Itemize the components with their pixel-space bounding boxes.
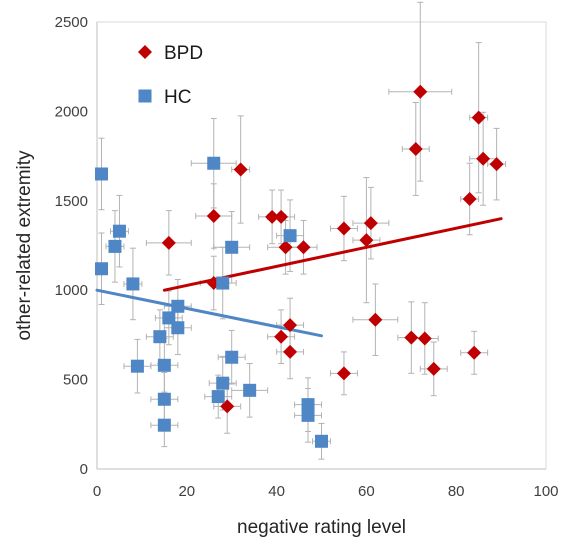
hc-point bbox=[211, 390, 225, 404]
hc-point bbox=[301, 408, 315, 422]
bpd-point bbox=[467, 345, 482, 360]
bpd-point bbox=[283, 318, 298, 333]
hc-point bbox=[216, 376, 230, 390]
hc-point bbox=[207, 156, 221, 170]
y-tick-label: 2500 bbox=[55, 14, 88, 31]
y-axis-label: other-related extremity bbox=[14, 150, 35, 341]
y-tick-label: 2000 bbox=[55, 103, 88, 120]
hc-point bbox=[112, 224, 126, 238]
bpd-point bbox=[426, 361, 441, 376]
hc-point bbox=[243, 383, 257, 397]
hc-point bbox=[216, 276, 230, 290]
y-axis-ticks: 0 500 1000 1500 2000 2500 bbox=[55, 14, 88, 478]
bpd-point bbox=[417, 331, 432, 346]
bpd-point bbox=[278, 240, 293, 255]
bpd-point bbox=[206, 208, 221, 223]
legend-item-hc: HC bbox=[138, 87, 191, 108]
x-tick-label: 80 bbox=[448, 483, 465, 500]
bpd-point bbox=[489, 157, 504, 172]
hc-point bbox=[126, 277, 140, 291]
bpd-point bbox=[476, 151, 491, 166]
bpd-point bbox=[161, 235, 176, 250]
bpd-point bbox=[462, 192, 477, 207]
bpd-point bbox=[471, 110, 486, 125]
x-axis-label: negative rating level bbox=[237, 517, 406, 538]
hc-point bbox=[315, 434, 328, 448]
x-tick-label: 40 bbox=[268, 483, 285, 500]
x-axis-ticks: 0 20 40 60 80 100 bbox=[93, 483, 559, 500]
hc-point bbox=[171, 299, 185, 313]
hc-point bbox=[108, 239, 122, 253]
hc-point bbox=[130, 359, 144, 373]
bpd-point bbox=[408, 141, 423, 156]
bpd-point bbox=[274, 329, 289, 344]
bpd-point bbox=[413, 84, 428, 99]
hc-point bbox=[225, 350, 239, 364]
bpd-point bbox=[274, 209, 289, 224]
x-tick-label: 20 bbox=[178, 483, 195, 500]
hc-point bbox=[162, 311, 176, 325]
legend: BPD HC bbox=[138, 43, 203, 108]
hc-point bbox=[157, 392, 171, 406]
bpd-point bbox=[336, 221, 351, 236]
x-tick-label: 60 bbox=[358, 483, 375, 500]
hc-point bbox=[94, 167, 108, 181]
legend-marker bbox=[138, 89, 152, 103]
x-tick-label: 100 bbox=[533, 483, 558, 500]
bpd-point bbox=[363, 216, 378, 231]
bpd-point bbox=[233, 162, 248, 177]
data-points bbox=[94, 84, 504, 448]
bpd-point bbox=[283, 344, 298, 359]
bpd-point bbox=[404, 330, 419, 345]
bpd-point bbox=[336, 366, 351, 381]
legend-item-bpd: BPD bbox=[138, 43, 203, 64]
hc-point bbox=[283, 229, 297, 243]
y-tick-label: 500 bbox=[63, 372, 88, 389]
bpd-point bbox=[296, 240, 311, 255]
hc-point bbox=[94, 262, 108, 276]
bpd-point bbox=[359, 233, 374, 248]
hc-point bbox=[171, 321, 185, 335]
x-tick-label: 0 bbox=[93, 483, 101, 500]
hc-point bbox=[225, 240, 239, 254]
hc-point bbox=[153, 330, 167, 344]
legend-marker bbox=[138, 45, 152, 59]
bpd-point bbox=[368, 312, 383, 327]
hc-trendline bbox=[95, 288, 323, 338]
legend-label: HC bbox=[164, 87, 191, 108]
hc-point bbox=[301, 398, 315, 412]
y-tick-label: 1500 bbox=[55, 193, 88, 210]
plot-area bbox=[96, 21, 547, 470]
y-tick-label: 1000 bbox=[55, 282, 88, 299]
hc-point bbox=[157, 358, 171, 372]
hc-point bbox=[157, 418, 171, 432]
legend-label: BPD bbox=[164, 43, 203, 64]
y-tick-label: 0 bbox=[80, 461, 88, 478]
bpd-point bbox=[265, 209, 280, 224]
